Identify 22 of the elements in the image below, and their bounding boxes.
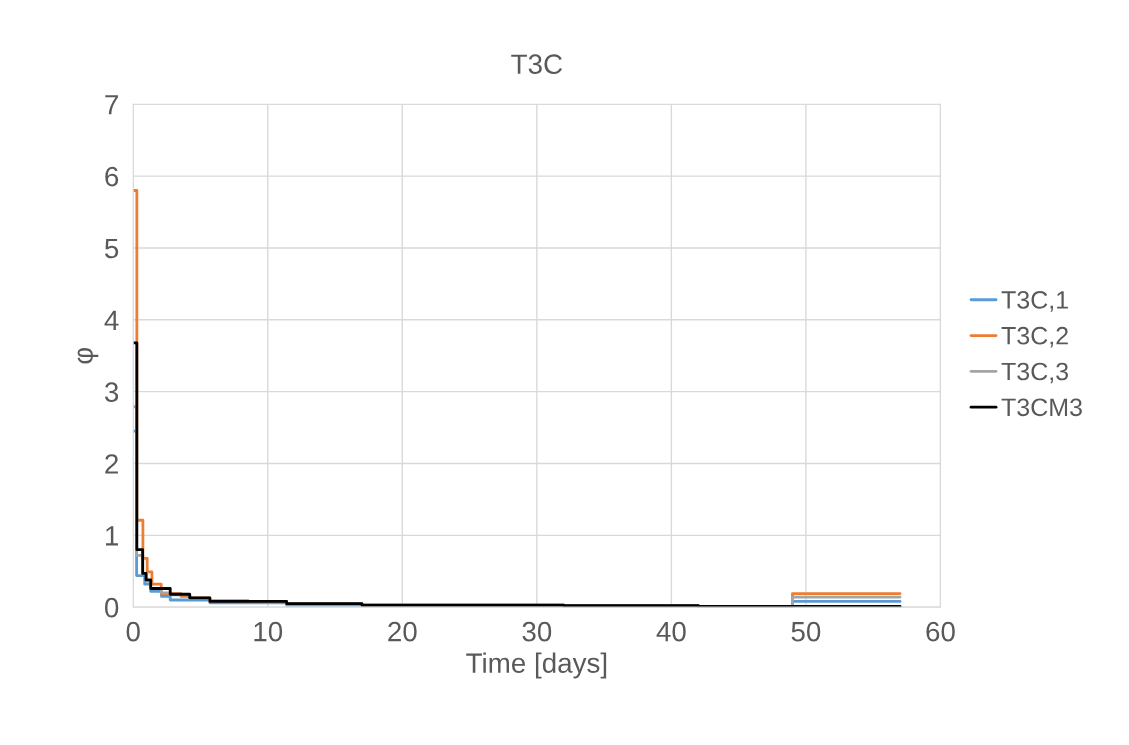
y-axis-title: φ	[77, 347, 99, 364]
legend-label: T3C,3	[1001, 362, 1069, 384]
y-tick-label: 2	[105, 454, 118, 474]
legend-label: T3CM3	[1001, 398, 1082, 417]
x-tick-label: 10	[254, 621, 283, 642]
y-tick-label: 0	[104, 597, 119, 618]
x-axis-title: Time [days]	[466, 652, 607, 679]
x-tick-label: 60	[926, 621, 955, 642]
y-tick-label: 3	[104, 382, 119, 402]
legend-label: T3C,2	[1001, 326, 1068, 348]
legend-label: T3C,1	[1001, 291, 1068, 312]
y-tick-label: 6	[105, 166, 119, 187]
y-tick-label: 1	[106, 526, 118, 546]
y-tick-label: 5	[105, 238, 119, 259]
x-tick-label: 30	[522, 621, 552, 642]
x-tick-label: 0	[126, 621, 140, 642]
x-tick-label: 20	[388, 621, 417, 642]
y-tick-label: 7	[105, 95, 118, 115]
chart-title: T3C	[511, 54, 563, 75]
x-tick-label: 40	[656, 621, 686, 642]
x-tick-label: 50	[791, 621, 821, 642]
y-tick-label: 4	[104, 310, 119, 330]
